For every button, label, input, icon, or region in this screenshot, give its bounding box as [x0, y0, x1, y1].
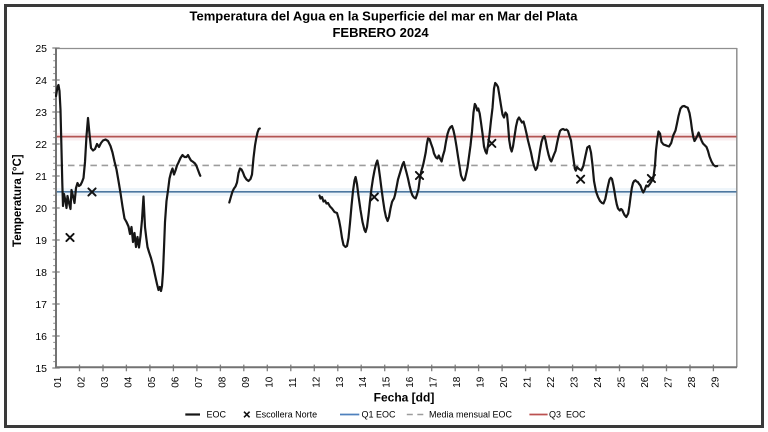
svg-text:16: 16 [35, 331, 47, 343]
svg-text:09: 09 [241, 376, 252, 388]
svg-text:28: 28 [687, 376, 698, 388]
svg-text:21: 21 [35, 171, 47, 183]
svg-text:29: 29 [710, 376, 721, 388]
svg-text:16: 16 [405, 376, 416, 388]
svg-text:Temperatura del Agua en la Sup: Temperatura del Agua en la Superficie de… [190, 9, 579, 24]
svg-text:Q1 EOC: Q1 EOC [362, 410, 397, 420]
svg-text:26: 26 [640, 376, 651, 388]
svg-text:22: 22 [35, 139, 47, 151]
svg-text:19: 19 [476, 376, 487, 388]
svg-text:01: 01 [53, 376, 64, 388]
svg-text:11: 11 [288, 377, 299, 388]
svg-text:24: 24 [593, 376, 604, 388]
svg-text:12: 12 [311, 376, 322, 388]
svg-text:23: 23 [35, 107, 47, 119]
svg-text:05: 05 [147, 376, 158, 388]
svg-text:15: 15 [35, 363, 47, 375]
svg-text:27: 27 [664, 376, 675, 388]
svg-text:25: 25 [35, 43, 47, 55]
svg-text:20: 20 [35, 203, 47, 215]
svg-text:EOC: EOC [207, 410, 227, 420]
svg-text:13: 13 [335, 376, 346, 388]
svg-text:25: 25 [617, 376, 628, 388]
svg-text:15: 15 [382, 376, 393, 388]
svg-text:Fecha [dd]: Fecha [dd] [374, 391, 435, 405]
svg-text:02: 02 [77, 376, 88, 388]
svg-text:Temperatura [°C]: Temperatura [°C] [12, 154, 24, 247]
svg-text:22: 22 [546, 376, 557, 388]
svg-text:20: 20 [499, 376, 510, 388]
svg-text:03: 03 [100, 376, 111, 388]
svg-text:23: 23 [570, 376, 581, 388]
svg-text:17: 17 [429, 376, 440, 388]
svg-text:24: 24 [35, 75, 47, 87]
svg-text:Q3 EOC: Q3 EOC [549, 410, 586, 420]
svg-text:07: 07 [194, 376, 205, 388]
svg-text:17: 17 [35, 299, 47, 311]
svg-text:FEBRERO 2024: FEBRERO 2024 [332, 25, 429, 40]
svg-text:18: 18 [35, 267, 47, 279]
svg-text:04: 04 [123, 376, 134, 388]
svg-text:Media mensual EOC: Media mensual EOC [429, 410, 513, 420]
svg-text:06: 06 [170, 376, 181, 388]
svg-text:18: 18 [452, 376, 463, 388]
svg-text:10: 10 [264, 376, 275, 388]
svg-text:08: 08 [217, 376, 228, 388]
svg-text:19: 19 [35, 235, 47, 247]
svg-text:Escollera Norte: Escollera Norte [256, 410, 318, 420]
svg-text:21: 21 [523, 376, 534, 388]
svg-text:14: 14 [358, 376, 369, 388]
